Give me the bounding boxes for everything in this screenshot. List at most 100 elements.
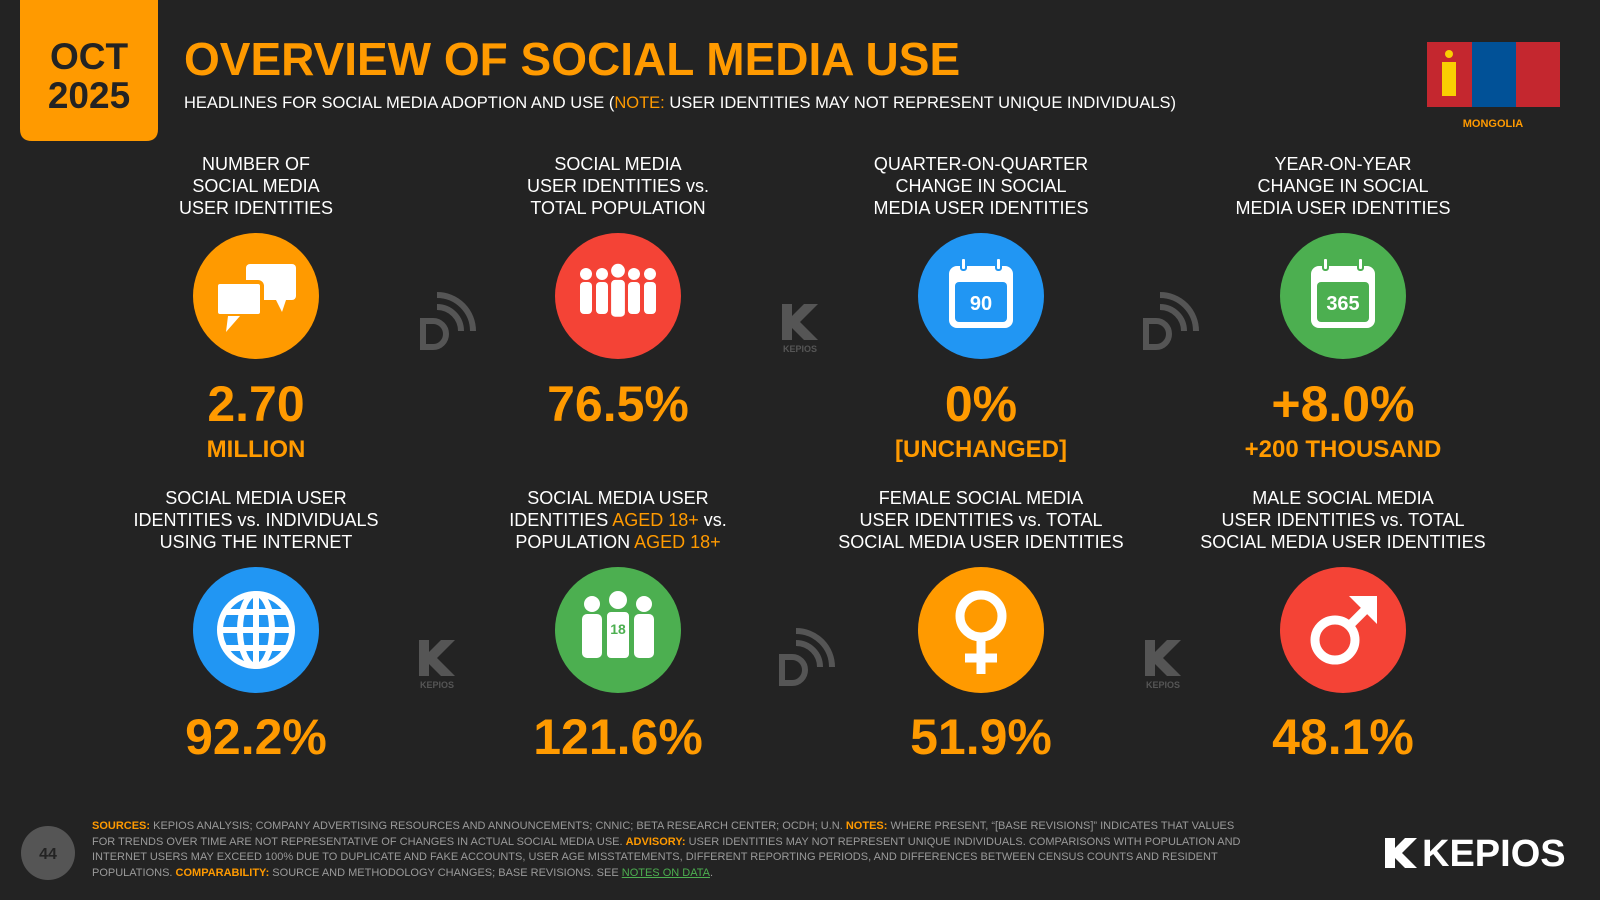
icon-circle (918, 567, 1044, 693)
icon-part (1317, 282, 1369, 322)
date-year: 2025 (48, 75, 130, 116)
footer-segment: KEPIOS ANALYSIS; COMPANY ADVERTISING RES… (150, 820, 846, 832)
watermark-icon (782, 304, 818, 340)
subtitle: HEADLINES FOR SOCIAL MEDIA ADOPTION AND … (184, 94, 1176, 112)
text-segment: IDENTITIES (509, 510, 612, 530)
card-value: 92.2% (185, 709, 327, 765)
icon-part (644, 268, 656, 280)
footer-segment: SOURCES: (92, 820, 151, 832)
icon: 90 (949, 257, 1013, 328)
title: OVERVIEW OF SOCIAL MEDIA USE (184, 33, 960, 85)
text-segment: NUMBER OF (202, 154, 310, 174)
footer-segment: COMPARABILITY: (175, 866, 270, 879)
watermark-shape (1159, 292, 1199, 332)
card-sublabel: [UNCHANGED] (895, 436, 1067, 463)
icon-part (580, 268, 592, 280)
card-label: USER IDENTITIES vs. TOTAL (1221, 510, 1464, 530)
text-segment: TOTAL POPULATION (530, 198, 705, 218)
card-label: SOCIAL MEDIA USER (527, 488, 708, 508)
text-segment: SOCIAL MEDIA (192, 176, 319, 196)
footer-notes: SOURCES: KEPIOS ANALYSIS; COMPANY ADVERT… (92, 819, 1242, 881)
watermark-shape (795, 628, 835, 668)
text-segment: vs. (699, 510, 727, 530)
watermark-label: KEPIOS (420, 680, 454, 690)
card-label: POPULATION AGED 18+ (515, 532, 720, 552)
text-segment: NOTE: (614, 94, 664, 112)
watermark-shape (1143, 318, 1172, 350)
text-segment: USER IDENTITIES vs. (527, 176, 709, 196)
icon: 18 (582, 591, 654, 660)
text-segment: HEADLINES FOR SOCIAL MEDIA ADOPTION AND … (184, 94, 615, 112)
text-segment: CHANGE IN SOCIAL (895, 176, 1066, 196)
card-sublabel: MILLION (207, 436, 306, 463)
page-number: 44 (39, 846, 57, 863)
card-value: 76.5% (547, 376, 689, 432)
card-label: SOCIAL MEDIA USER IDENTITIES (1200, 532, 1485, 552)
watermark-label: KEPIOS (783, 344, 817, 354)
card-label: SOCIAL MEDIA (554, 154, 681, 174)
text-segment: SOCIAL MEDIA USER IDENTITIES (838, 532, 1123, 552)
icon (1310, 596, 1377, 665)
icon (580, 263, 656, 317)
card-label: CHANGE IN SOCIAL (1257, 176, 1428, 196)
icon-part (214, 280, 264, 318)
icon: 365 (1311, 257, 1375, 328)
watermark-shape (1159, 304, 1187, 332)
text-segment: USER IDENTITIES vs. TOTAL (1221, 510, 1464, 530)
icon-part (584, 596, 600, 612)
icon (214, 264, 296, 332)
card-label: CHANGE IN SOCIAL (895, 176, 1066, 196)
icon-part (605, 610, 631, 660)
country-label: MONGOLIA (1463, 118, 1524, 130)
icon-part (995, 257, 1002, 271)
card-value: +8.0% (1271, 376, 1414, 432)
text-segment: MEDIA USER IDENTITIES (1235, 198, 1450, 218)
icon-circle (1280, 567, 1406, 693)
brand: KEPIOS (1422, 833, 1566, 875)
watermark-icon (419, 640, 455, 676)
card-label: QUARTER-ON-QUARTER (874, 154, 1088, 174)
card-label: NUMBER OF (202, 154, 310, 174)
text-segment: CHANGE IN SOCIAL (1257, 176, 1428, 196)
text-segment: FEMALE SOCIAL MEDIA (879, 488, 1083, 508)
icon-part (1357, 257, 1364, 271)
card-label: USING THE INTERNET (160, 532, 353, 552)
card-label: IDENTITIES vs. INDIVIDUALS (133, 510, 378, 530)
card-value: 121.6% (533, 709, 703, 765)
icon-part (609, 591, 627, 609)
text-segment: QUARTER-ON-QUARTER (874, 154, 1088, 174)
watermark-shape (795, 640, 823, 668)
text-segment: YEAR-ON-YEAR (1274, 154, 1411, 174)
card-label: TOTAL POPULATION (530, 198, 705, 218)
icon (955, 590, 1007, 674)
icon-part (276, 300, 286, 312)
date-month: OCT (50, 36, 129, 77)
text-segment: SOCIAL MEDIA USER (527, 488, 708, 508)
icon-part (644, 282, 656, 314)
watermark-icon (779, 628, 835, 686)
footer-segment: WHERE PRESENT, “[BASE REVISIONS]” INDICA… (92, 820, 1235, 848)
card-label: SOCIAL MEDIA USER IDENTITIES (838, 532, 1123, 552)
watermark-label: KEPIOS (1146, 680, 1180, 690)
card-value: 51.9% (910, 709, 1052, 765)
text-segment: IDENTITIES vs. INDIVIDUALS (133, 510, 378, 530)
footer-segment: SOURCE AND METHODOLOGY CHANGES; BASE REV… (269, 866, 622, 879)
text-segment: SOCIAL MEDIA USER IDENTITIES (1200, 532, 1485, 552)
card-label: SOCIAL MEDIA USER (165, 488, 346, 508)
icon-part (1349, 596, 1377, 624)
text-segment: USING THE INTERNET (160, 532, 353, 552)
card-label: YEAR-ON-YEAR (1274, 154, 1411, 174)
icon-part (596, 282, 608, 314)
text-segment: POPULATION (515, 532, 634, 552)
icon-part (628, 282, 640, 314)
card-label: USER IDENTITIES vs. (527, 176, 709, 196)
icon-part (960, 257, 967, 271)
text-segment: MALE SOCIAL MEDIA (1252, 488, 1433, 508)
card-label: MEDIA USER IDENTITIES (1235, 198, 1450, 218)
footer-segment: ADVISORY: (625, 835, 686, 848)
card-sublabel: +200 THOUSAND (1245, 436, 1442, 463)
icon-part (582, 614, 602, 658)
brand-mark (1385, 838, 1417, 868)
icon-text: 90 (970, 293, 992, 315)
